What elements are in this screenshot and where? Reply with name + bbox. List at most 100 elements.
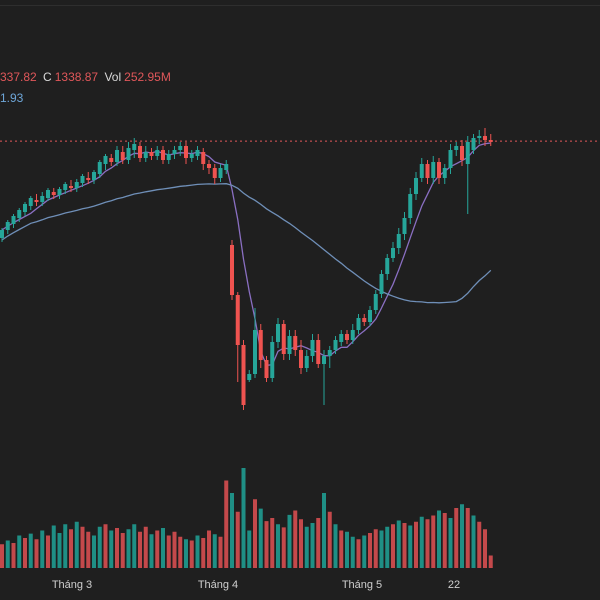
candle-body [488,140,493,142]
candle-body [224,164,229,170]
ma-legend: 1.93 [0,91,23,105]
candle-body [132,144,137,150]
candle [115,146,119,166]
candle [322,350,326,405]
candle [40,192,45,206]
candle [391,242,395,262]
candle-body [120,152,125,160]
candle-body [166,154,171,160]
volume-bar [241,468,246,568]
candle-body [414,178,418,194]
candle-body [212,168,217,178]
candle-body [258,330,263,360]
candle [178,142,183,156]
candle-body [230,245,234,295]
candle-body [408,194,413,218]
volume-bar [97,526,102,568]
candle-body [345,334,349,340]
candle [408,188,413,224]
candle-body [304,356,309,368]
candle [80,174,85,187]
volume-layer [0,468,493,568]
volume-bar [11,543,16,568]
candle [63,182,68,194]
x-tick-label: Tháng 3 [52,579,92,591]
candle [419,158,424,182]
volume-bar [414,521,418,568]
volume-bar [270,518,275,568]
volume-bar [143,526,148,568]
volume-bar [322,493,326,568]
candle-body [28,198,33,206]
candle [57,187,62,199]
candle-body [402,218,407,234]
candle [327,346,332,368]
volume-bar [178,536,183,568]
candle [448,144,453,174]
volume-bar [57,533,62,568]
candle [172,146,177,159]
candle [11,214,16,228]
volume-bar [471,515,476,568]
volume-bar [0,544,4,568]
candle-body [316,340,321,364]
volume-bar [109,530,114,568]
candle-body [97,162,102,174]
candle [5,220,10,234]
candle [46,188,50,201]
candle [258,324,263,368]
candle [299,340,303,374]
candle-body [51,192,56,195]
candle [373,290,378,314]
candle [345,330,349,344]
volume-bar [17,535,22,568]
candle [51,188,56,199]
candle-body [391,248,395,258]
volume-bar [201,538,206,568]
candle-body [350,330,355,340]
volume-bar [23,538,27,568]
candle [465,136,470,214]
moving-average-layer [1,142,492,366]
candle-body [46,190,50,198]
candle [333,336,338,354]
top-border [0,5,600,6]
candle-body [460,146,464,160]
ma-fast-line [1,142,491,366]
volume-bar [235,511,240,568]
candle-body [195,150,200,156]
candle [224,160,229,174]
volume-bar [419,516,424,568]
candle [132,138,137,158]
candle-body [448,150,453,168]
volume-bar [396,520,401,568]
candle [350,324,355,344]
candle [28,196,33,210]
volume-bar [454,508,459,568]
volume-bar [356,539,361,568]
volume-bar [132,524,137,568]
candle [143,146,148,162]
volume-bar [69,529,73,568]
candle-body [373,294,378,310]
candle [431,156,436,184]
candle-body [362,318,367,322]
volume-bar [40,530,45,568]
candle [287,330,292,360]
candle [86,172,91,184]
x-axis: Tháng 3 Tháng 4 Tháng 5 22 [52,579,460,591]
volume-bar [155,530,160,568]
candle [425,160,430,184]
volume-bar [373,529,378,568]
volume-bar [172,531,177,568]
candle [74,179,79,192]
volume-bar [74,521,79,568]
candle [414,172,418,200]
candle [184,142,188,164]
candle-body [40,196,45,202]
candle-body [201,152,206,164]
volume-bar [345,531,349,568]
volume-bar [63,524,68,568]
candle [276,318,280,348]
